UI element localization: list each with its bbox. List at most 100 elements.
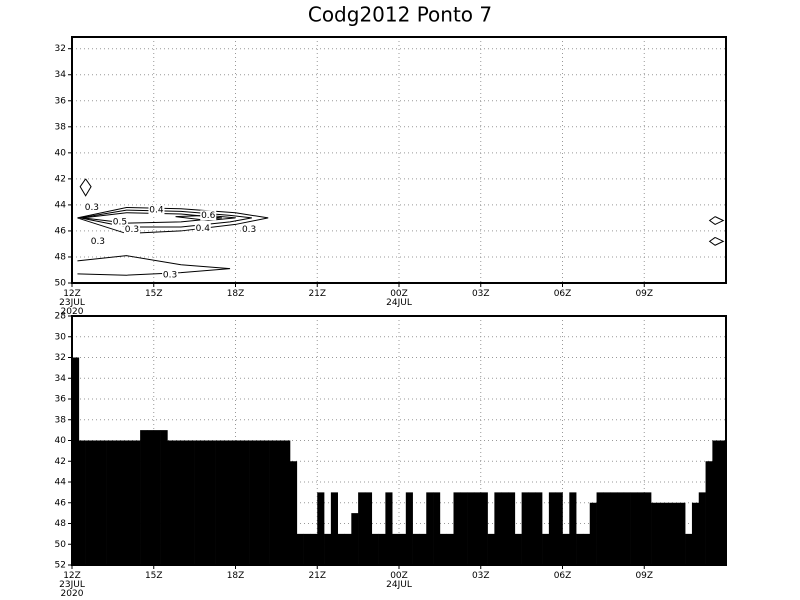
contour-label: 0.6 xyxy=(201,211,216,221)
y-tick-label: 46 xyxy=(55,498,67,508)
bar xyxy=(371,533,379,565)
x-tick-label: 15Z xyxy=(145,571,163,581)
contour-label-bg xyxy=(162,270,179,281)
tick-label-line: 24JUL xyxy=(386,580,412,590)
contour-label-bg xyxy=(89,236,106,247)
y-tick-label: 50 xyxy=(55,540,67,550)
contour-label: 0.3 xyxy=(242,225,256,235)
plot-frame xyxy=(71,36,727,284)
bar xyxy=(221,440,229,565)
x-tick-label: 21Z xyxy=(308,571,326,581)
bar xyxy=(651,502,659,565)
bar xyxy=(698,492,706,565)
bar xyxy=(657,502,665,565)
y-tick-label: 42 xyxy=(55,174,66,184)
bar xyxy=(276,440,284,565)
bar xyxy=(508,492,516,565)
bar xyxy=(548,492,556,565)
y-tick-label: 34 xyxy=(55,70,67,80)
bar xyxy=(467,492,475,565)
y-tick-label: 38 xyxy=(55,122,67,132)
bar xyxy=(283,440,291,565)
bar xyxy=(446,533,454,565)
bar xyxy=(330,492,338,565)
y-tick-label: 36 xyxy=(55,395,67,405)
bar xyxy=(644,492,652,565)
contour-label: 0.4 xyxy=(196,224,211,234)
bar xyxy=(671,502,679,565)
bar xyxy=(664,502,672,565)
bar xyxy=(589,502,597,565)
y-tick-label: 44 xyxy=(55,478,67,488)
bar xyxy=(433,492,441,565)
bar xyxy=(712,440,720,565)
contour-label-bg xyxy=(123,224,140,235)
y-tick-label: 34 xyxy=(55,374,67,384)
x-tick-label: 18Z xyxy=(227,571,245,581)
bar xyxy=(215,440,223,565)
contour-label-bg xyxy=(111,216,128,227)
contour-label-bg xyxy=(241,224,258,235)
plot-frame xyxy=(71,315,727,566)
bar xyxy=(392,533,400,565)
bar xyxy=(691,502,700,565)
x-tick-label: 18Z xyxy=(227,289,245,299)
bar xyxy=(174,440,182,565)
chart-title: Codg2012 Ponto 7 xyxy=(308,3,492,27)
contour-line xyxy=(708,236,725,246)
y-tick-label: 38 xyxy=(55,415,67,425)
y-tick-label: 48 xyxy=(55,519,67,529)
tick-label-line: 2020 xyxy=(61,307,84,317)
bar xyxy=(317,492,325,565)
y-tick-label: 32 xyxy=(55,44,66,54)
bar xyxy=(630,492,638,565)
bar xyxy=(582,533,591,565)
bar xyxy=(562,533,570,565)
bar xyxy=(412,533,420,565)
contour-line xyxy=(175,214,236,222)
bar xyxy=(521,492,529,565)
y-tick-label: 40 xyxy=(55,436,67,446)
y-tick-label: 32 xyxy=(55,353,66,363)
x-tick-label: 00Z 24JUL xyxy=(386,289,412,308)
y-tick-label: 46 xyxy=(55,226,67,236)
bar xyxy=(85,440,93,565)
bar xyxy=(208,440,216,565)
bar xyxy=(501,492,509,565)
bar xyxy=(576,533,584,565)
tick-label-line: 18Z xyxy=(227,289,245,299)
bar xyxy=(344,533,352,565)
bar xyxy=(290,461,298,565)
bar xyxy=(255,440,264,565)
bar xyxy=(494,492,502,565)
bar xyxy=(426,492,434,565)
bar xyxy=(119,440,127,565)
bar xyxy=(140,430,148,565)
tick-label-line: 12Z xyxy=(63,289,81,299)
bar xyxy=(228,440,236,565)
contour-label: 0.3 xyxy=(163,271,177,281)
contour-line xyxy=(80,209,252,228)
bar xyxy=(351,513,359,565)
bar xyxy=(610,492,618,565)
x-tick-label: 00Z 24JUL xyxy=(386,571,412,590)
contour-label: 0.5 xyxy=(113,217,127,227)
x-tick-label: 12Z 23JUL 2020 xyxy=(59,571,85,599)
tick-label-line: 09Z xyxy=(635,289,653,299)
x-tick-label: 06Z xyxy=(554,571,572,581)
x-tick-label: 03Z xyxy=(472,571,490,581)
bar xyxy=(249,440,257,565)
bar xyxy=(146,430,155,565)
x-tick-label: 06Z xyxy=(554,289,572,299)
bar xyxy=(269,440,277,565)
x-tick-label: 15Z xyxy=(145,289,163,299)
bar xyxy=(473,492,482,565)
bar xyxy=(603,492,611,565)
bar xyxy=(72,357,80,565)
bar xyxy=(405,492,413,565)
y-tick-label: 48 xyxy=(55,252,67,262)
x-tick-label: 09Z xyxy=(635,571,653,581)
contour-label: 0.3 xyxy=(125,225,139,235)
bar xyxy=(181,440,189,565)
bar xyxy=(106,440,114,565)
